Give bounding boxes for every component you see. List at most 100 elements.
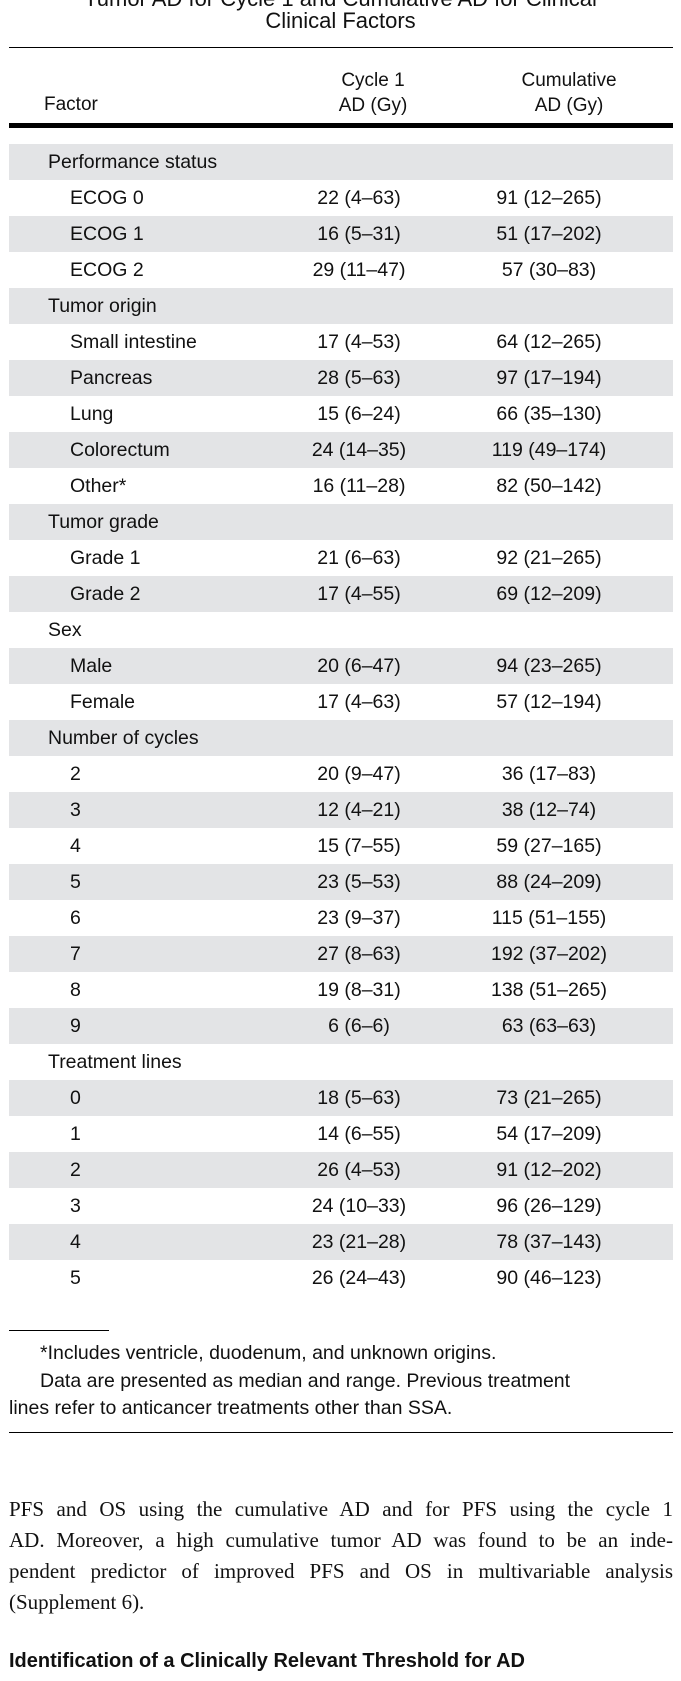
cycle1-ad-cell: 16 (11–28) <box>312 475 406 497</box>
row-label: Small intestine <box>70 331 197 353</box>
table-row: 0 18 (5–63) 73 (21–265) <box>9 1080 673 1116</box>
cumulative-ad-cell: 36 (17–83) <box>501 763 597 785</box>
row-label: Number of cycles <box>48 727 199 749</box>
cycle1-ad-cell: 14 (6–55) <box>317 1123 401 1145</box>
top-rule <box>9 47 673 48</box>
cycle1-ad-cell: 17 (4–63) <box>317 691 401 713</box>
row-label: Pancreas <box>70 367 153 389</box>
header-cumulative: Cumulative AD (Gy) <box>494 68 644 118</box>
row-label: Other* <box>70 475 127 497</box>
cumulative-ad-cell: 92 (21–265) <box>496 547 602 569</box>
cycle1-ad-cell: 16 (5–31) <box>317 223 401 245</box>
cumulative-ad-cell: 73 (21–265) <box>496 1087 602 1109</box>
table-end-rule <box>9 1432 673 1433</box>
cycle1-ad-cell: 23 (5–53) <box>317 871 401 893</box>
header-cumulative-line2: AD (Gy) <box>534 95 604 116</box>
table-row: 7 27 (8–63) 192 (37–202) <box>9 936 673 972</box>
cumulative-ad-cell: 96 (26–129) <box>496 1195 602 1217</box>
table-category-row: Sex <box>9 612 673 648</box>
table-category-row: Performance status <box>9 144 673 180</box>
table-row: 2 26 (4–53) 91 (12–202) <box>9 1152 673 1188</box>
row-label: Female <box>70 691 136 713</box>
cycle1-ad-cell: 24 (10–33) <box>311 1195 407 1217</box>
cycle1-ad-cell: 20 (9–47) <box>317 763 401 785</box>
row-label: 3 <box>70 799 81 821</box>
row-label: Tumor grade <box>48 511 159 533</box>
row-label: 4 <box>70 835 81 857</box>
row-label: Grade 2 <box>70 583 141 605</box>
table-row: Small intestine 17 (4–53) 64 (12–265) <box>9 324 673 360</box>
row-label: ECOG 1 <box>70 223 144 245</box>
cycle1-ad-cell: 28 (5–63) <box>317 367 401 389</box>
cycle1-ad-cell: 21 (6–63) <box>317 547 401 569</box>
cumulative-ad-cell: 82 (50–142) <box>496 475 602 497</box>
table-row: 9 6 (6–6) 63 (63–63) <box>9 1008 673 1044</box>
cumulative-ad-cell: 54 (17–209) <box>496 1123 602 1145</box>
cycle1-ad-cell: 29 (11–47) <box>312 259 406 281</box>
row-label: Grade 1 <box>70 547 141 569</box>
row-label: Treatment lines <box>48 1051 182 1073</box>
cycle1-ad-cell: 15 (6–24) <box>317 403 401 425</box>
table-row: Colorectum 24 (14–35) 119 (49–174) <box>9 432 673 468</box>
cumulative-ad-cell: 64 (12–265) <box>496 331 602 353</box>
cumulative-ad-cell: 69 (12–209) <box>496 583 602 605</box>
table-category-row: Tumor grade <box>9 504 673 540</box>
header-cycle1: Cycle 1 AD (Gy) <box>303 68 443 118</box>
cumulative-ad-cell: 51 (17–202) <box>496 223 602 245</box>
footnote-rule <box>9 1330 109 1331</box>
cumulative-ad-cell: 90 (46–123) <box>496 1267 602 1289</box>
row-label: 2 <box>70 763 81 785</box>
table-row: 2 20 (9–47) 36 (17–83) <box>9 756 673 792</box>
cycle1-ad-cell: 20 (6–47) <box>317 655 401 677</box>
row-label: Lung <box>70 403 114 425</box>
cycle1-ad-cell: 23 (9–37) <box>317 907 401 929</box>
cycle1-ad-cell: 27 (8–63) <box>317 943 401 965</box>
table-row: Pancreas 28 (5–63) 97 (17–194) <box>9 360 673 396</box>
cumulative-ad-cell: 59 (27–165) <box>496 835 602 857</box>
row-label: 9 <box>70 1015 81 1037</box>
cycle1-ad-cell: 26 (4–53) <box>317 1159 401 1181</box>
header-cumulative-line1: Cumulative <box>521 70 617 91</box>
section-heading: Identification of a Clinically Relevant … <box>9 1650 525 1672</box>
cumulative-ad-cell: 78 (37–143) <box>496 1231 602 1253</box>
footnote-origins: *Includes ventricle, duodenum, and unkno… <box>40 1342 497 1364</box>
table-row: ECOG 2 29 (11–47) 57 (30–83) <box>9 252 673 288</box>
table-row: 3 12 (4–21) 38 (12–74) <box>9 792 673 828</box>
cumulative-ad-cell: 57 (30–83) <box>501 259 597 281</box>
cycle1-ad-cell: 12 (4–21) <box>317 799 401 821</box>
body-paragraph: PFS and OS using the cumulative AD and f… <box>9 1494 673 1618</box>
header-factor: Factor <box>44 94 98 115</box>
row-label: 7 <box>70 943 81 965</box>
row-label: 3 <box>70 1195 81 1217</box>
table-row: 5 26 (24–43) 90 (46–123) <box>9 1260 673 1296</box>
table-category-row: Tumor origin <box>9 288 673 324</box>
cycle1-ad-cell: 17 (4–55) <box>317 583 401 605</box>
row-label: Tumor origin <box>48 295 157 317</box>
cumulative-ad-cell: 38 (12–74) <box>501 799 597 821</box>
table-caption-line-2: Clinical Factors <box>265 8 416 33</box>
row-label: Male <box>70 655 113 677</box>
body-line: (Supplement 6). <box>9 1590 145 1614</box>
table-row: 1 14 (6–55) 54 (17–209) <box>9 1116 673 1152</box>
cycle1-ad-cell: 23 (21–28) <box>311 1231 407 1253</box>
cycle1-ad-cell: 6 (6–6) <box>328 1015 390 1037</box>
cycle1-ad-cell: 22 (4–63) <box>317 187 401 209</box>
row-label: 4 <box>70 1231 81 1253</box>
row-label: 0 <box>70 1087 81 1109</box>
cycle1-ad-cell: 15 (7–55) <box>317 835 401 857</box>
table-row: 4 23 (21–28) 78 (37–143) <box>9 1224 673 1260</box>
table-row: ECOG 1 16 (5–31) 51 (17–202) <box>9 216 673 252</box>
table-header: Factor Cycle 1 AD (Gy) Cumulative AD (Gy… <box>0 58 681 128</box>
body-line: PFS and OS using the cumulative AD and f… <box>9 1497 673 1521</box>
row-label: 8 <box>70 979 81 1001</box>
cumulative-ad-cell: 66 (35–130) <box>496 403 602 425</box>
footnote-data-line-1: Data are presented as median and range. … <box>40 1370 571 1392</box>
cycle1-ad-cell: 18 (5–63) <box>317 1087 401 1109</box>
row-label: ECOG 0 <box>70 187 144 209</box>
cumulative-ad-cell: 57 (12–194) <box>496 691 602 713</box>
row-label: 2 <box>70 1159 81 1181</box>
cumulative-ad-cell: 91 (12–265) <box>496 187 602 209</box>
footnote-data-line-2: lines refer to anticancer treatments oth… <box>9 1397 453 1419</box>
table-row: Other* 16 (11–28) 82 (50–142) <box>9 468 673 504</box>
body-line: pendent predictor of improved PFS and OS… <box>9 1559 673 1583</box>
